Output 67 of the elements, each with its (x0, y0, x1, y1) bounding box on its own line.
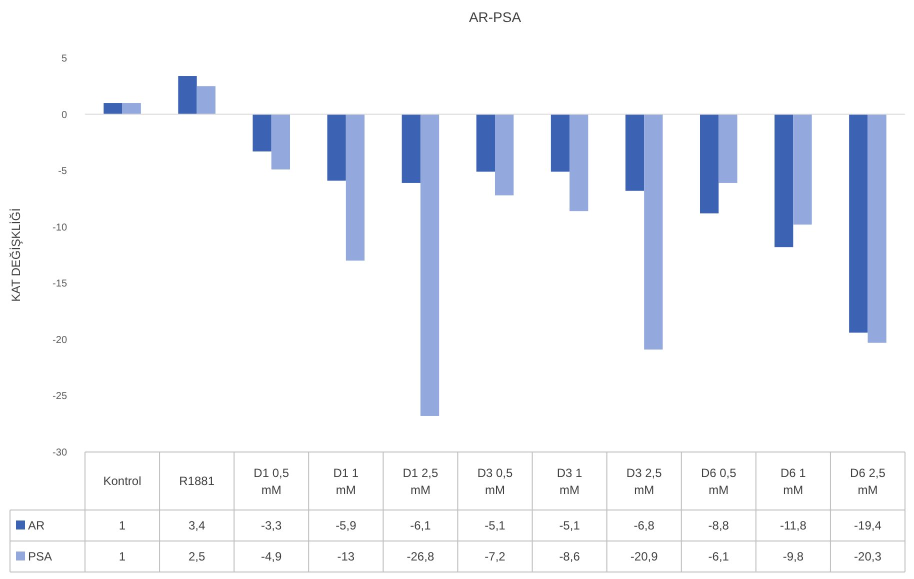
bar (476, 114, 495, 172)
data-label: 1 (118, 550, 126, 564)
y-tick-label: 0 (61, 110, 68, 121)
y-tick-label: -10 (52, 222, 68, 234)
data-label: -9,8 (782, 550, 804, 564)
bar (252, 114, 272, 152)
bar (868, 114, 886, 343)
bar (346, 114, 365, 261)
y-tick-label: -5 (58, 166, 68, 178)
bar (327, 114, 346, 181)
x-tick-label: D6 0,5 mM (700, 466, 737, 498)
data-label: -19,4 (854, 518, 882, 533)
data-label: 2,5 (188, 550, 206, 564)
data-label: -6,1 (410, 518, 432, 533)
bar (849, 114, 868, 333)
data-label: -6,8 (634, 518, 655, 533)
data-label: -5,1 (484, 518, 506, 533)
bar (495, 114, 514, 196)
bar (644, 114, 663, 350)
y-tick-label: -30 (52, 448, 68, 458)
bar (196, 86, 216, 114)
x-tick-label: D1 0,5 mM (254, 466, 290, 498)
bar (793, 114, 812, 225)
bar (570, 114, 588, 212)
data-label: -20,9 (630, 550, 658, 564)
bar (718, 114, 738, 183)
data-label: -4,9 (261, 550, 282, 564)
data-label: -11,8 (780, 518, 807, 533)
data-label: -8,6 (559, 550, 580, 564)
x-tick-label: D6 2,5 mM (850, 466, 886, 498)
x-tick-label: D6 1 mM (780, 466, 806, 498)
bar (122, 103, 141, 114)
bar (104, 103, 122, 114)
x-tick-label: D1 2,5 mM (402, 466, 438, 498)
chart-title: AR-PSA (468, 9, 522, 25)
y-tick-label: -20 (52, 334, 68, 346)
x-tick-label: D1 1 mM (333, 466, 359, 498)
x-tick-label: D3 2,5 mM (626, 466, 662, 498)
data-label: -26,8 (406, 550, 434, 564)
x-tick-label: D3 0,5 mM (477, 466, 513, 498)
bar (402, 114, 420, 183)
bar (625, 114, 644, 191)
data-label: -6,1 (708, 550, 730, 564)
data-label: 3,4 (188, 518, 206, 533)
y-tick-label: 5 (61, 54, 68, 64)
y-tick-label: -25 (52, 391, 68, 402)
y-axis-title: KAT DEĞİŞKLİĞİ (9, 208, 23, 302)
y-tick-label: -15 (52, 278, 68, 290)
data-label: -13 (337, 550, 355, 564)
data-label: -20,3 (854, 550, 882, 564)
data-label: -7,2 (484, 550, 506, 564)
x-tick-label: D3 1 mM (556, 466, 583, 498)
data-label: -3,3 (261, 518, 282, 533)
legend-label: AR (28, 518, 46, 533)
legend-label: PSA (28, 550, 52, 564)
bar (700, 114, 719, 214)
bar (178, 76, 197, 114)
data-label: -5,1 (559, 518, 580, 533)
x-tick-label: R1881 (179, 474, 215, 488)
bar (774, 114, 794, 248)
data-label: -8,8 (708, 518, 730, 533)
bar (420, 114, 440, 416)
bar (550, 114, 570, 172)
data-label: 1 (118, 518, 126, 533)
bar (271, 114, 290, 170)
data-label: -5,9 (336, 518, 357, 533)
x-tick-label: Kontrol (103, 474, 142, 488)
